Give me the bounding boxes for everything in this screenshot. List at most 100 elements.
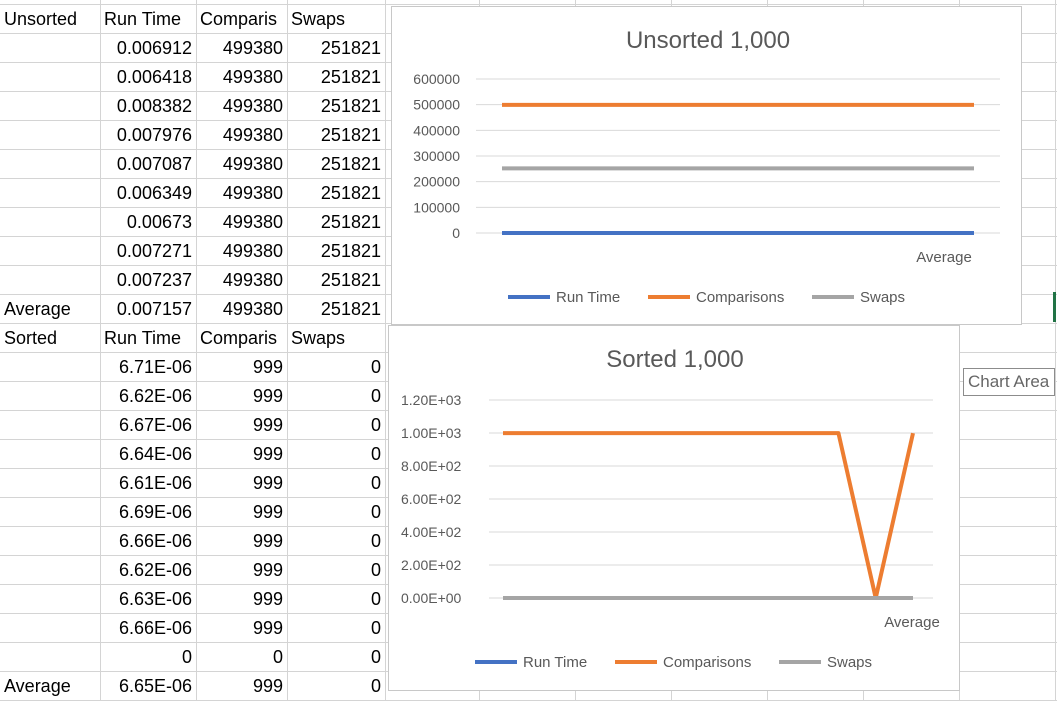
cell[interactable]: 499380 — [222, 183, 283, 203]
cell[interactable]: Swaps — [291, 328, 346, 348]
cell[interactable]: Comparis — [200, 9, 278, 29]
cell[interactable]: 251821 — [320, 299, 381, 319]
chart-sorted-plot[interactable]: Sorted 1,000 0.00E+00 2.00E+02 4.00E+02 6.00… — [389, 326, 961, 692]
cell[interactable]: 0 — [370, 502, 381, 522]
cell[interactable]: 251821 — [320, 125, 381, 145]
cell[interactable]: 999 — [252, 386, 283, 406]
cell[interactable]: 0 — [370, 415, 381, 435]
cell[interactable]: 0 — [370, 589, 381, 609]
cell[interactable]: 6.62E-06 — [118, 386, 192, 406]
cell[interactable]: Comparis — [200, 328, 278, 348]
cell[interactable]: 6.61E-06 — [118, 473, 192, 493]
cell[interactable]: 0 — [370, 357, 381, 377]
cell[interactable]: 499380 — [222, 67, 283, 87]
cell[interactable]: 0.00673 — [126, 212, 192, 232]
cell[interactable]: 6.63E-06 — [118, 589, 192, 609]
cell[interactable]: 0 — [370, 647, 381, 667]
grid-row-line — [0, 4, 1057, 5]
cell[interactable]: 499380 — [222, 299, 283, 319]
y-tick-label: 1.20E+03 — [401, 392, 462, 408]
cell[interactable]: 0.006418 — [116, 67, 192, 87]
cell[interactable]: 499380 — [222, 212, 283, 232]
cell[interactable]: 499380 — [222, 241, 283, 261]
cell[interactable]: 251821 — [320, 212, 381, 232]
cell[interactable]: 251821 — [320, 183, 381, 203]
y-tick-label: 0 — [452, 225, 460, 241]
cell[interactable]: 251821 — [320, 38, 381, 58]
cell[interactable]: 0 — [370, 676, 381, 696]
series-line-comparisons[interactable] — [503, 431, 915, 600]
cell[interactable]: 0 — [181, 647, 192, 667]
cell[interactable]: 0.007271 — [116, 241, 192, 261]
cell[interactable]: Run Time — [104, 9, 182, 29]
cell[interactable]: 999 — [252, 560, 283, 580]
cell[interactable]: 0.007237 — [116, 270, 192, 290]
cell[interactable]: 0 — [370, 444, 381, 464]
cell[interactable]: 499380 — [222, 154, 283, 174]
cell[interactable]: 499380 — [222, 38, 283, 58]
cell[interactable]: 6.64E-06 — [118, 444, 192, 464]
chart-unsorted[interactable]: Unsorted 1,000 0 100000 200000 300000 400000 5… — [391, 6, 1022, 325]
legend-label: Swaps — [827, 654, 872, 671]
grid-column-line — [287, 0, 288, 700]
cell[interactable]: 6.65E-06 — [118, 676, 192, 696]
cell[interactable]: 6.66E-06 — [118, 531, 192, 551]
cell[interactable]: Average — [4, 299, 71, 319]
cell[interactable]: 999 — [252, 531, 283, 551]
cell[interactable]: 0 — [370, 473, 381, 493]
cell[interactable]: 0.006349 — [116, 183, 192, 203]
cell[interactable]: 6.66E-06 — [118, 618, 192, 638]
y-tick-label: 600000 — [413, 71, 460, 87]
y-tick-label: 1.00E+03 — [401, 425, 462, 441]
cell[interactable]: 999 — [252, 357, 283, 377]
cell[interactable]: 6.67E-06 — [118, 415, 192, 435]
cell[interactable]: 6.69E-06 — [118, 502, 192, 522]
y-tick-label: 100000 — [413, 199, 460, 215]
cell[interactable]: 0.007157 — [116, 299, 192, 319]
cell[interactable]: 251821 — [320, 96, 381, 116]
cell[interactable]: Unsorted — [4, 9, 78, 29]
cell[interactable]: 999 — [252, 415, 283, 435]
cell[interactable]: 499380 — [222, 96, 283, 116]
cell[interactable]: 0.007976 — [116, 125, 192, 145]
grid-column-line — [385, 0, 386, 700]
cell[interactable]: 999 — [252, 589, 283, 609]
cell[interactable]: 251821 — [320, 270, 381, 290]
cell[interactable]: 0.006912 — [116, 38, 192, 58]
legend-label: Comparisons — [663, 654, 751, 671]
cell[interactable]: 0 — [370, 560, 381, 580]
cell[interactable]: 0.008382 — [116, 96, 192, 116]
cell[interactable]: 999 — [252, 444, 283, 464]
cell[interactable]: 251821 — [320, 241, 381, 261]
cell[interactable]: 999 — [252, 473, 283, 493]
cell[interactable]: 999 — [252, 676, 283, 696]
cell[interactable]: 499380 — [222, 125, 283, 145]
grid-column-line — [1055, 0, 1056, 700]
cell[interactable]: 999 — [252, 618, 283, 638]
cell[interactable]: 0 — [370, 531, 381, 551]
cell[interactable]: 251821 — [320, 67, 381, 87]
cell[interactable]: 6.62E-06 — [118, 560, 192, 580]
y-tick-label: 6.00E+02 — [401, 491, 462, 507]
cell[interactable]: 0 — [370, 618, 381, 638]
legend-label: Swaps — [860, 289, 905, 306]
cell[interactable]: 0.007087 — [116, 154, 192, 174]
grid-column-line — [100, 0, 101, 700]
cell[interactable]: 251821 — [320, 154, 381, 174]
cell[interactable]: Run Time — [104, 328, 182, 348]
chart-unsorted-plot[interactable]: Unsorted 1,000 0 100000 200000 300000 400000 5… — [392, 7, 1023, 326]
cell[interactable]: 0 — [370, 386, 381, 406]
chart-title: Unsorted 1,000 — [626, 27, 790, 54]
cell[interactable]: 499380 — [222, 270, 283, 290]
cell[interactable]: 0 — [272, 647, 283, 667]
y-tick-label: 8.00E+02 — [401, 458, 462, 474]
cell[interactable]: Average — [4, 676, 71, 696]
cell[interactable]: Swaps — [291, 9, 346, 29]
x-category-label: Average — [884, 614, 940, 631]
cell[interactable]: 6.71E-06 — [118, 357, 192, 377]
cell[interactable]: 999 — [252, 502, 283, 522]
chart-area-tooltip: Chart Area — [963, 368, 1055, 396]
y-tick-label: 200000 — [413, 174, 460, 190]
chart-sorted[interactable]: Sorted 1,000 0.00E+00 2.00E+02 4.00E+02 6.00… — [388, 325, 960, 691]
cell[interactable]: Sorted — [4, 328, 58, 348]
